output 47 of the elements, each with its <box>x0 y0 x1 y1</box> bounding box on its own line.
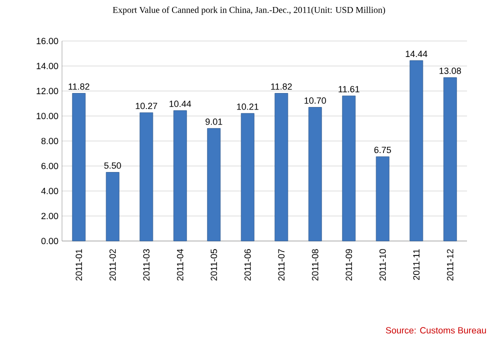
y-tick-label: 2.00 <box>41 212 58 220</box>
data-label: 11.82 <box>271 83 292 90</box>
data-label: 10.70 <box>304 97 326 104</box>
bar <box>274 93 288 242</box>
bar <box>207 128 221 242</box>
x-tick-label: 2011-09 <box>346 249 352 281</box>
y-tick-label: 10.00 <box>36 112 58 120</box>
bar <box>72 93 86 242</box>
data-label: 11.82 <box>68 83 90 90</box>
data-label: 14.44 <box>406 50 428 57</box>
x-tick-label: 2011-05 <box>210 249 218 281</box>
y-tick-label: 4.00 <box>41 188 58 194</box>
data-label: 10.21 <box>237 104 258 110</box>
x-tick-label: 2011-12 <box>446 249 454 281</box>
bar <box>240 113 254 242</box>
y-tick-label: 12.00 <box>36 88 58 94</box>
x-tick-label: 2011-06 <box>244 249 251 281</box>
source-note: Source: Customs Bureau <box>386 327 486 334</box>
data-label: 13.08 <box>440 68 461 74</box>
bar <box>410 60 424 242</box>
x-tick-label: 2011-01 <box>76 249 82 281</box>
x-tick-label: 2011-10 <box>379 249 386 281</box>
bar <box>106 172 120 242</box>
data-label: 9.01 <box>206 118 222 125</box>
x-tick-label: 2011-11 <box>413 249 420 280</box>
x-tick-label: 2011-02 <box>109 249 116 281</box>
bar <box>443 77 457 242</box>
y-tick-label: 14.00 <box>36 62 58 70</box>
data-label: 10.27 <box>136 102 158 110</box>
y-tick-label: 0.00 <box>41 238 58 244</box>
data-label: 10.44 <box>170 100 192 107</box>
data-label: 5.50 <box>104 162 122 169</box>
y-tick-label: 6.00 <box>41 162 58 170</box>
bar <box>173 110 187 242</box>
bar <box>140 112 154 242</box>
data-label: 6.75 <box>374 146 391 154</box>
x-tick-label: 2011-03 <box>143 249 150 281</box>
data-label: 11.61 <box>338 86 360 92</box>
bar <box>308 107 322 242</box>
x-tick-label: 2011-04 <box>176 249 184 281</box>
bar <box>342 96 356 242</box>
chart-title: Export Value of Canned pork in China, Jan.-Dec., 2011(Unit: USD Million) <box>112 6 386 15</box>
y-tick-label: 16.00 <box>36 38 58 44</box>
x-tick-label: 2011-08 <box>312 249 318 281</box>
y-tick-label: 8.00 <box>41 138 58 144</box>
x-tick-label: 2011-07 <box>278 249 285 281</box>
bar <box>376 156 390 242</box>
